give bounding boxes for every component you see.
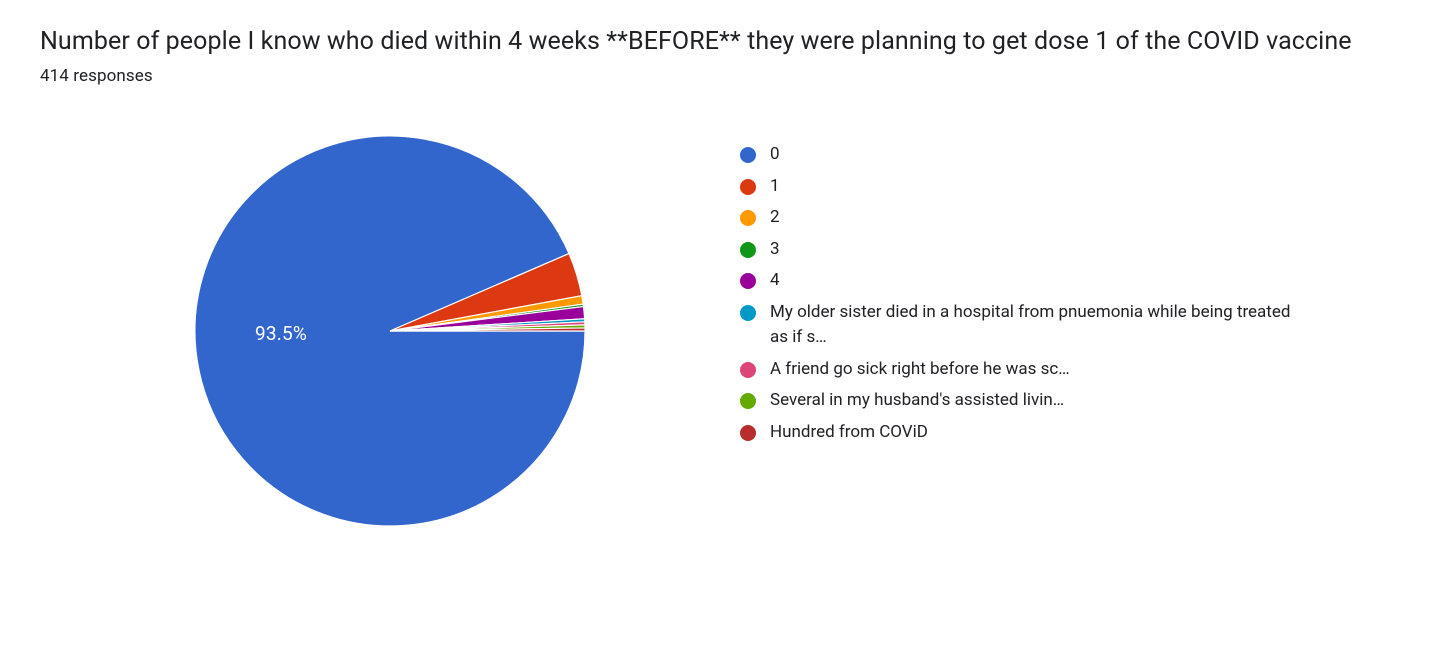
- legend-label: 3: [770, 237, 1300, 263]
- legend-dot-icon: [740, 210, 756, 226]
- pie-slice-label: 93.5%: [255, 322, 307, 345]
- legend-label: 0: [770, 142, 1300, 168]
- legend-label: 1: [770, 174, 1300, 200]
- legend-item[interactable]: Hundred from COViD: [740, 420, 1300, 446]
- chart-area: 93.5% 0 1 2 3 4 My older sister died in a hos…: [40, 136, 1416, 526]
- legend-item[interactable]: 4: [740, 268, 1300, 294]
- pie-svg: [195, 136, 585, 526]
- legend-item[interactable]: Several in my husband's assisted livin…: [740, 388, 1300, 414]
- responses-count: 414 responses: [40, 66, 1416, 86]
- legend-label: My older sister died in a hospital from …: [770, 300, 1300, 351]
- legend-dot-icon: [740, 273, 756, 289]
- legend-dot-icon: [740, 147, 756, 163]
- legend-label: Several in my husband's assisted livin…: [770, 388, 1300, 414]
- chart-title: Number of people I know who died within …: [40, 24, 1416, 60]
- legend-dot-icon: [740, 425, 756, 441]
- legend-label: 2: [770, 205, 1300, 231]
- legend-label: A friend go sick right before he was sc…: [770, 357, 1300, 383]
- legend-item[interactable]: 3: [740, 237, 1300, 263]
- legend-dot-icon: [740, 305, 756, 321]
- legend: 0 1 2 3 4 My older sister died in a hospital …: [740, 142, 1300, 451]
- pie-wrap: 93.5%: [40, 136, 740, 526]
- legend-item[interactable]: 1: [740, 174, 1300, 200]
- legend-label: 4: [770, 268, 1300, 294]
- legend-label: Hundred from COViD: [770, 420, 1300, 446]
- legend-item[interactable]: A friend go sick right before he was sc…: [740, 357, 1300, 383]
- legend-dot-icon: [740, 242, 756, 258]
- legend-dot-icon: [740, 393, 756, 409]
- legend-item[interactable]: My older sister died in a hospital from …: [740, 300, 1300, 351]
- legend-dot-icon: [740, 179, 756, 195]
- pie-chart: 93.5%: [195, 136, 585, 526]
- legend-item[interactable]: 0: [740, 142, 1300, 168]
- legend-dot-icon: [740, 362, 756, 378]
- legend-item[interactable]: 2: [740, 205, 1300, 231]
